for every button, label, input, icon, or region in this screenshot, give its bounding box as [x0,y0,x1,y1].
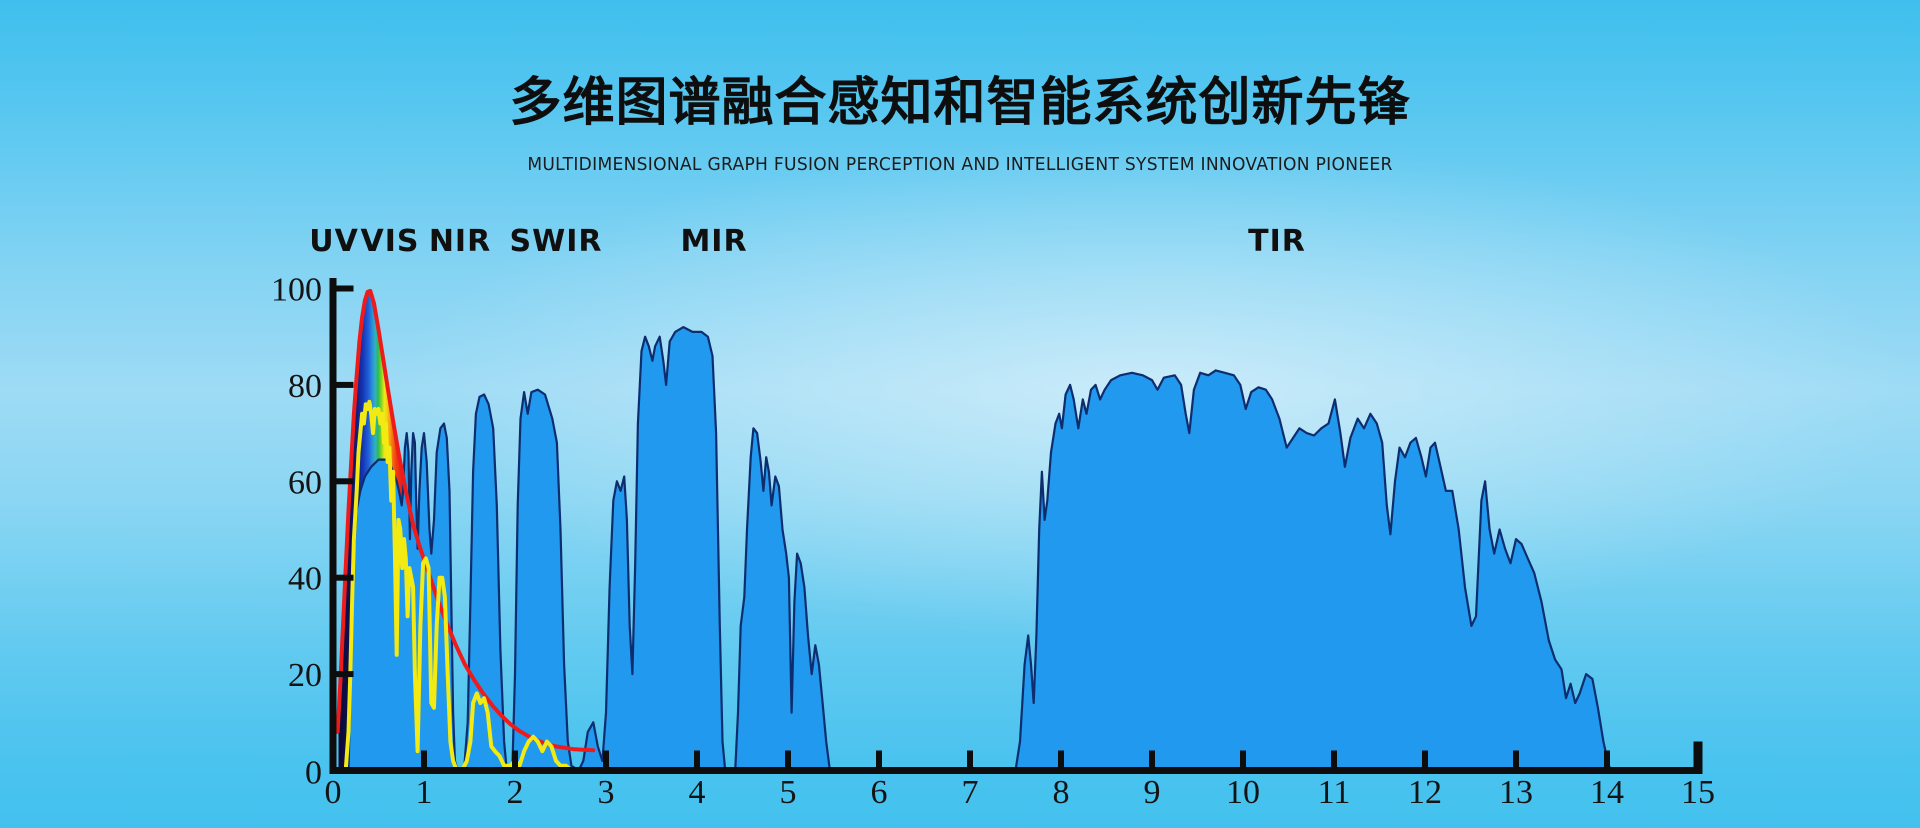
y-tick-label: 40 [288,561,322,598]
x-tick [1149,750,1155,768]
page-title: 多维图谱融合感知和智能系统创新先锋 [509,73,1411,133]
x-tick [1331,750,1337,768]
y-tick [336,285,354,292]
x-tick [876,750,882,768]
x-tick [694,750,700,768]
y-tick [336,381,354,388]
x-tick [1240,750,1246,768]
x-tick [1513,750,1519,768]
y-tick [336,574,354,581]
x-tick [512,750,518,768]
x-tick [1058,750,1064,768]
y-tick-label: 80 [288,368,322,405]
y-tick-label: 0 [305,755,322,792]
x-tick-label: 10 [1226,774,1260,811]
transmission-windows-area [347,326,1613,772]
y-tick [336,671,354,678]
band-label-tir: TIR [1248,224,1306,259]
y-tick-label: 60 [288,464,322,501]
y-tick-label: 100 [271,272,322,309]
x-tick-label: 4 [689,774,706,811]
y-tick [336,478,354,485]
x-tick-label: 9 [1144,774,1161,811]
x-tick-label: 12 [1408,774,1442,811]
x-tick-label: 1 [416,774,433,811]
y-tick-label: 20 [288,657,322,694]
band-label-nir: NIR [428,224,492,259]
x-tick-label: 0 [325,774,342,811]
x-tick [785,750,791,768]
x-axis-end-cap [1693,741,1703,774]
x-tick-label: 6 [871,774,888,811]
band-label-swir: SWIR [509,224,603,259]
x-tick-label: 8 [1053,774,1070,811]
band-label-vis: VIS [360,224,420,259]
x-tick-label: 15 [1681,774,1715,811]
band-label-uv: UV [309,224,359,259]
band-label-mir: MIR [680,224,748,259]
x-tick [1422,750,1428,768]
x-tick-label: 2 [507,774,524,811]
x-tick-label: 3 [598,774,615,811]
x-tick [967,750,973,768]
x-tick-label: 11 [1318,774,1351,811]
page-subtitle: MULTIDIMENSIONAL GRAPH FUSION PERCEPTION… [527,154,1393,175]
x-tick-label: 5 [780,774,797,811]
y-axis [329,278,337,774]
x-tick-label: 7 [962,774,979,811]
x-tick [603,750,609,768]
x-tick-label: 14 [1590,774,1624,811]
solar-irradiance-curve [343,399,574,773]
x-tick [1604,750,1610,768]
x-axis [329,767,1703,774]
x-tick-label: 13 [1499,774,1533,811]
x-tick [421,750,427,768]
